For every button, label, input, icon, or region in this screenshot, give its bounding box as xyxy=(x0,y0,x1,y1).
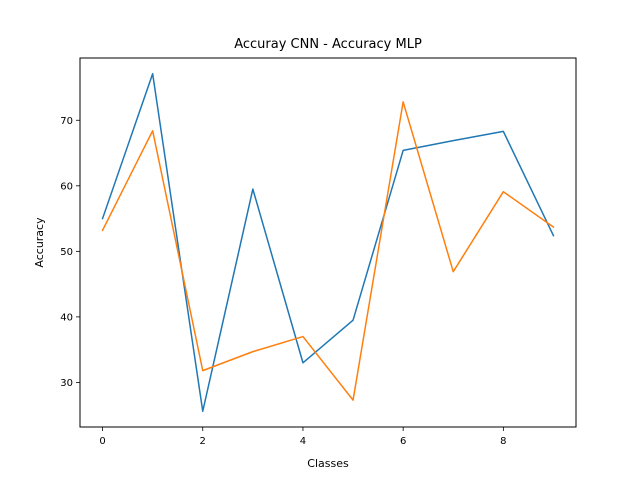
series-line-2 xyxy=(101,101,555,401)
x-tick-label: 2 xyxy=(200,436,206,447)
y-axis-title: Accuracy xyxy=(33,217,46,268)
x-axis-title: Classes xyxy=(307,457,349,470)
y-tick-label: 50 xyxy=(60,247,73,258)
y-axis: 30 40 50 60 70 xyxy=(60,116,80,389)
x-tick-label: 6 xyxy=(400,436,406,447)
y-tick-label: 30 xyxy=(60,378,73,389)
x-axis: 0 2 4 6 8 xyxy=(99,427,507,447)
x-tick-label: 0 xyxy=(99,436,105,447)
plot-area-frame xyxy=(79,57,577,428)
x-tick-label: 8 xyxy=(500,436,506,447)
series-layer xyxy=(101,72,555,413)
x-tick-label: 4 xyxy=(300,436,306,447)
y-tick-label: 40 xyxy=(60,312,73,323)
y-tick-label: 60 xyxy=(60,181,73,192)
series-line-1 xyxy=(101,72,555,413)
y-tick-label: 70 xyxy=(60,116,73,127)
chart-title: Accuray CNN - Accuracy MLP xyxy=(234,37,422,52)
